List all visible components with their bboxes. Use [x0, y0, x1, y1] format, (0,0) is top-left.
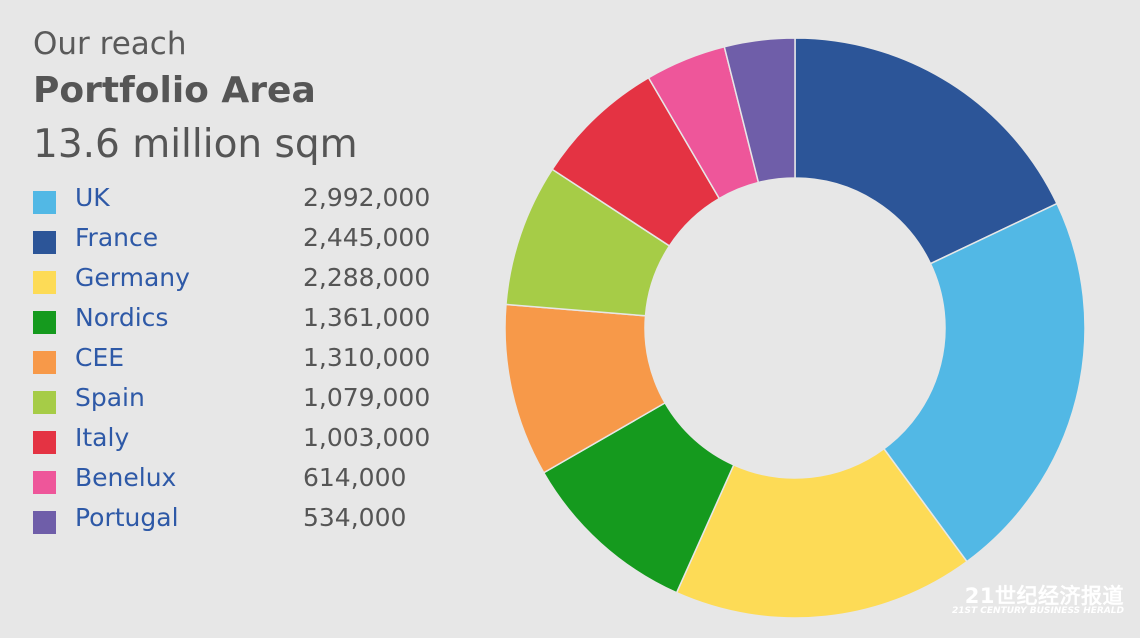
- legend-label-benelux: Benelux: [75, 463, 177, 492]
- legend-label-cee: CEE: [75, 343, 125, 372]
- legend-value-france: 2,445,000: [303, 223, 431, 252]
- legend-value-portugal: 534,000: [303, 503, 407, 532]
- donut-slice-portugal: [723, 37, 796, 184]
- legend-swatch-germany: [33, 271, 56, 294]
- legend-swatch-uk: [33, 191, 56, 214]
- legend-value-cee: 1,310,000: [303, 343, 431, 372]
- legend-value-italy: 1,003,000: [303, 423, 431, 452]
- legend-swatch-nordics: [33, 311, 56, 334]
- legend-label-spain: Spain: [75, 383, 145, 412]
- chart-title: Portfolio Area: [33, 70, 316, 111]
- legend-swatch-spain: [33, 391, 56, 414]
- legend-swatch-benelux: [33, 471, 56, 494]
- legend-label-italy: Italy: [75, 423, 130, 452]
- legend-value-benelux: 614,000: [303, 463, 407, 492]
- legend-swatch-france: [33, 231, 56, 254]
- legend-label-germany: Germany: [75, 263, 190, 292]
- legend-swatch-italy: [33, 431, 56, 454]
- legend-swatch-portugal: [33, 511, 56, 534]
- legend-label-nordics: Nordics: [75, 303, 169, 332]
- legend-value-nordics: 1,361,000: [303, 303, 431, 332]
- legend-value-uk: 2,992,000: [303, 183, 431, 212]
- donut-chart: [504, 37, 1086, 619]
- legend-value-spain: 1,079,000: [303, 383, 431, 412]
- legend-label-uk: UK: [75, 183, 110, 212]
- legend-swatch-cee: [33, 351, 56, 374]
- watermark-text-cn: 21世纪经济报道: [964, 584, 1125, 608]
- legend-label-france: France: [75, 223, 159, 252]
- donut-slice-germany: [675, 447, 968, 619]
- total-area: 13.6 million sqm: [33, 122, 358, 167]
- legend-label-portugal: Portugal: [75, 503, 179, 532]
- watermark-logo: 21世纪经济报道 21ST CENTURY BUSINESS HERALD: [952, 585, 1124, 616]
- watermark-text-en: 21ST CENTURY BUSINESS HERALD: [952, 606, 1125, 617]
- chart-subtitle: Our reach: [33, 26, 187, 62]
- legend-value-germany: 2,288,000: [303, 263, 431, 292]
- donut-slice-france: [794, 37, 1058, 265]
- donut-slice-uk: [882, 202, 1086, 563]
